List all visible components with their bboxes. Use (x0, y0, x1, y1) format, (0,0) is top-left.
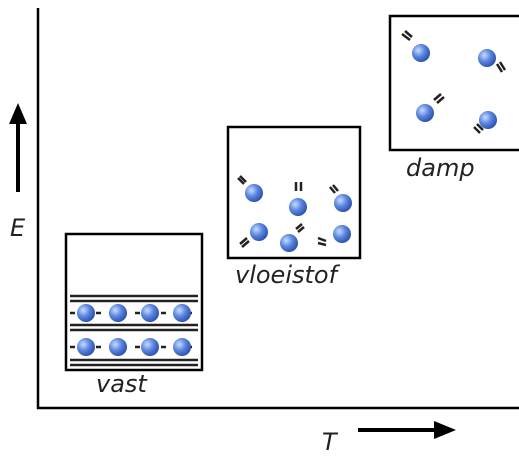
gas-label: damp (406, 154, 475, 182)
liquid-label: vloeistof (235, 261, 341, 289)
solid-label: vast (96, 370, 148, 398)
x-label: T (322, 428, 339, 456)
diagram: E T vast vloeistof (0, 0, 519, 458)
temp-arrow-head (434, 421, 456, 439)
energy-arrow-head (9, 103, 27, 124)
y-label: E (10, 214, 26, 242)
